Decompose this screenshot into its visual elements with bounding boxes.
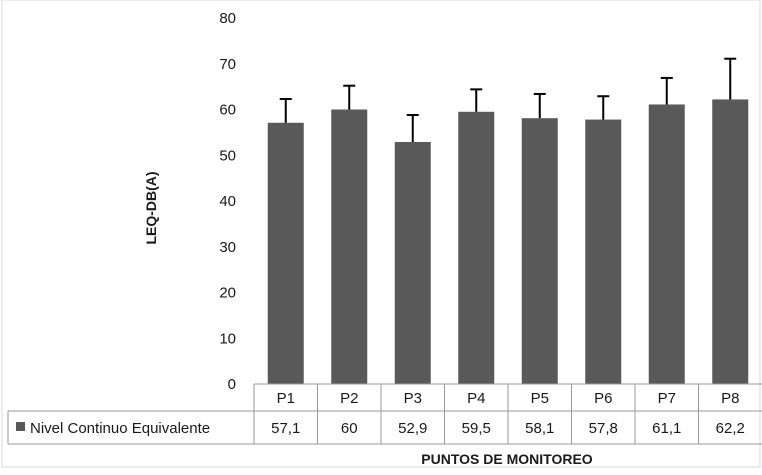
legend-swatch <box>16 422 25 431</box>
y-tick-label: 0 <box>228 376 236 393</box>
data-label: 62,2 <box>716 420 745 437</box>
data-label: 57,1 <box>271 420 300 437</box>
data-label: 52,9 <box>398 420 427 437</box>
bar-p1 <box>267 122 304 384</box>
data-table: P1 57,1 P2 60 P3 52,9 P4 59,5 P5 58,1 P6 57,8 P7 61,1… <box>7 383 762 445</box>
legend-label: Nivel Continuo Equivalente <box>30 420 210 437</box>
bar-p5 <box>521 118 558 384</box>
x-tick-label: P3 <box>404 390 422 407</box>
y-axis-ticks: 0 10 20 30 40 50 60 70 80 <box>219 10 236 393</box>
x-axis-title: PUNTOS DE MONITOREO <box>421 451 593 467</box>
bar-p4 <box>458 111 495 384</box>
data-label: 61,1 <box>652 420 681 437</box>
y-tick-label: 70 <box>219 56 236 73</box>
x-tick-label: P8 <box>721 390 739 407</box>
y-tick-label: 20 <box>219 285 236 302</box>
bar-p3 <box>394 141 431 384</box>
data-label: 60 <box>341 420 358 437</box>
bars-layer <box>267 99 749 384</box>
y-tick-label: 30 <box>219 239 236 256</box>
y-tick-label: 50 <box>219 147 236 164</box>
y-tick-label: 80 <box>219 10 236 27</box>
bar-p8 <box>712 99 749 384</box>
bar-p7 <box>648 104 685 384</box>
y-tick-label: 40 <box>219 193 236 210</box>
x-tick-label: P7 <box>658 390 676 407</box>
error-bars-layer <box>279 57 737 142</box>
x-tick-label: P6 <box>594 390 612 407</box>
data-label: 57,8 <box>589 420 618 437</box>
x-tick-label: P5 <box>531 390 549 407</box>
y-axis-title: LEQ-DB(A) <box>143 171 159 244</box>
data-label: 59,5 <box>462 420 491 437</box>
y-tick-label: 10 <box>219 330 236 347</box>
bar-p2 <box>331 109 368 384</box>
x-tick-label: P4 <box>467 390 485 407</box>
data-label: 58,1 <box>525 420 554 437</box>
bar-p6 <box>585 119 622 384</box>
x-tick-label: P2 <box>340 390 358 407</box>
y-tick-label: 60 <box>219 102 236 119</box>
x-tick-label: P1 <box>277 390 295 407</box>
